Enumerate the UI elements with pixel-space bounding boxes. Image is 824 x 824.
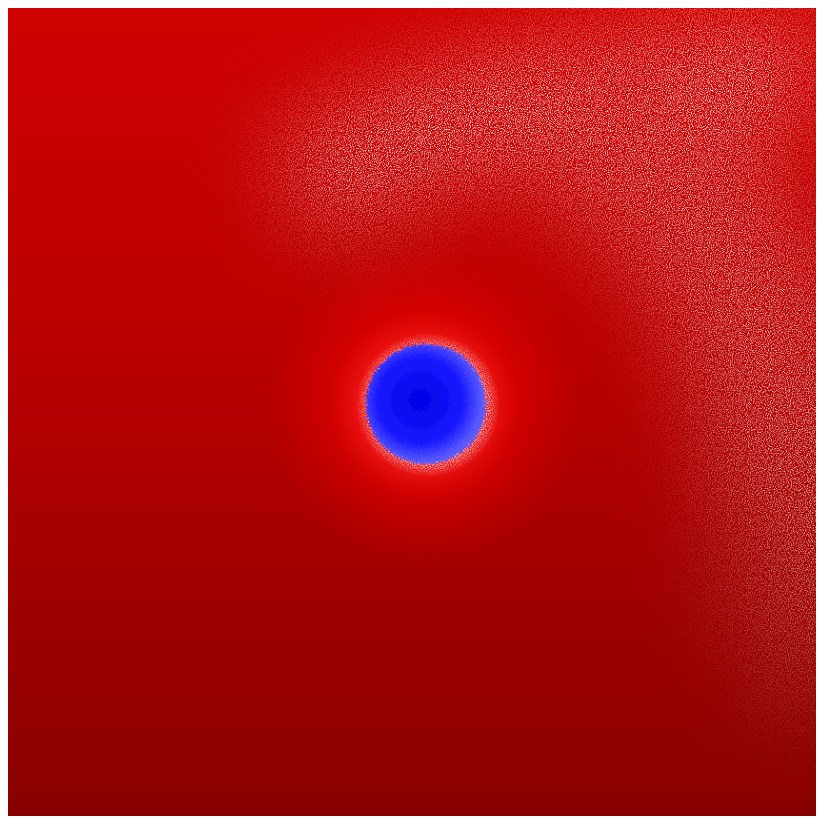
blue-disc — [366, 344, 486, 464]
